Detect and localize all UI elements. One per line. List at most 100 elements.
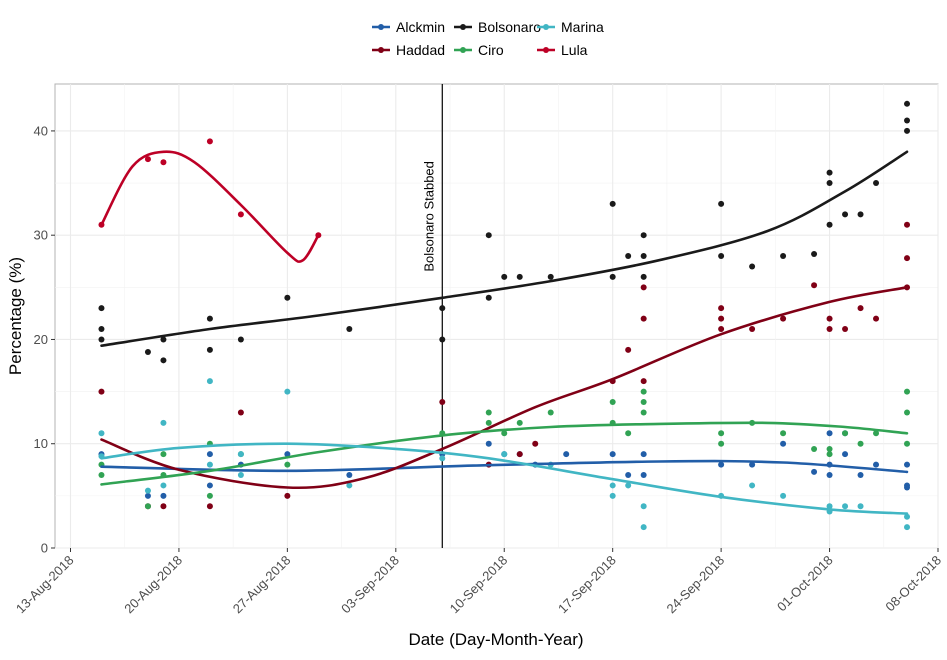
legend-item-marina: Marina bbox=[537, 19, 604, 35]
point-bolsonaro bbox=[609, 273, 616, 280]
legend-item-ciro: Ciro bbox=[454, 42, 504, 58]
plot-panel bbox=[54, 83, 939, 549]
point-marina bbox=[640, 524, 647, 531]
point-bolsonaro bbox=[144, 348, 151, 355]
point-lula bbox=[160, 159, 167, 166]
point-marina bbox=[826, 503, 833, 510]
point-ciro bbox=[857, 440, 864, 447]
point-lula bbox=[206, 138, 213, 145]
point-ciro bbox=[826, 451, 833, 458]
x-tick-label: 10-Sep-2018 bbox=[447, 553, 511, 617]
point-alckmin bbox=[284, 451, 291, 458]
point-ciro bbox=[160, 451, 167, 458]
point-ciro bbox=[547, 409, 554, 416]
point-bolsonaro bbox=[98, 305, 105, 312]
point-ciro bbox=[811, 445, 818, 452]
annotation: Bolsonaro Stabbed bbox=[421, 84, 443, 548]
y-tick-label: 40 bbox=[34, 123, 48, 138]
point-marina bbox=[904, 513, 911, 520]
point-marina bbox=[237, 472, 244, 479]
stab-date-label: Bolsonaro Stabbed bbox=[421, 161, 436, 272]
point-ciro bbox=[640, 388, 647, 395]
legend: Alckmin Haddad Bolsonaro Ciro Marina Lula bbox=[372, 19, 604, 58]
y-tick-label: 10 bbox=[34, 436, 48, 451]
point-marina bbox=[284, 388, 291, 395]
trend-ciro bbox=[100, 421, 909, 486]
x-tick-label: 24-Sep-2018 bbox=[663, 553, 727, 617]
point-ciro bbox=[485, 409, 492, 416]
point-marina bbox=[144, 487, 151, 494]
legend-label: Ciro bbox=[478, 42, 504, 58]
point-alckmin bbox=[826, 430, 833, 437]
point-bolsonaro bbox=[904, 100, 911, 107]
point-haddad bbox=[904, 221, 911, 228]
x-tick-label: 08-Oct-2018 bbox=[882, 553, 944, 615]
legend-key-dot bbox=[543, 24, 549, 30]
point-bolsonaro bbox=[857, 211, 864, 218]
point-bolsonaro bbox=[346, 326, 353, 333]
point-alckmin bbox=[873, 461, 880, 468]
point-haddad bbox=[640, 378, 647, 385]
point-haddad bbox=[160, 503, 167, 510]
trend-haddad bbox=[100, 286, 909, 490]
point-haddad bbox=[718, 305, 725, 312]
point-marina bbox=[609, 482, 616, 489]
point-ciro bbox=[780, 430, 787, 437]
point-bolsonaro bbox=[640, 232, 647, 239]
point-ciro bbox=[904, 440, 911, 447]
point-haddad bbox=[826, 315, 833, 322]
point-marina bbox=[439, 455, 446, 462]
point-alckmin bbox=[346, 472, 353, 479]
point-marina bbox=[640, 503, 647, 510]
point-ciro bbox=[609, 399, 616, 406]
legend-label: Marina bbox=[561, 19, 604, 35]
legend-label: Haddad bbox=[396, 42, 445, 58]
y-axis-title: Percentage (%) bbox=[6, 257, 25, 375]
point-marina bbox=[98, 430, 105, 437]
point-alckmin bbox=[842, 451, 849, 458]
point-bolsonaro bbox=[811, 250, 818, 257]
point-haddad bbox=[749, 326, 756, 333]
point-ciro bbox=[842, 430, 849, 437]
point-alckmin bbox=[206, 482, 213, 489]
point-ciro bbox=[718, 430, 725, 437]
x-axis-title: Date (Day-Month-Year) bbox=[408, 630, 583, 649]
point-ciro bbox=[640, 409, 647, 416]
point-haddad bbox=[718, 326, 725, 333]
legend-item-alckmin: Alckmin bbox=[372, 19, 445, 35]
point-bolsonaro bbox=[640, 253, 647, 260]
point-marina bbox=[609, 492, 616, 499]
point-alckmin bbox=[160, 492, 167, 499]
point-alckmin bbox=[904, 484, 911, 491]
point-haddad bbox=[857, 305, 864, 312]
point-ciro bbox=[144, 503, 151, 510]
point-bolsonaro bbox=[237, 336, 244, 343]
point-lula bbox=[237, 211, 244, 218]
point-marina bbox=[160, 482, 167, 489]
point-haddad bbox=[625, 346, 632, 353]
point-ciro bbox=[284, 461, 291, 468]
point-bolsonaro bbox=[206, 315, 213, 322]
point-alckmin bbox=[206, 451, 213, 458]
point-ciro bbox=[485, 419, 492, 426]
trend-lines bbox=[100, 150, 909, 515]
point-ciro bbox=[516, 419, 523, 426]
point-bolsonaro bbox=[206, 346, 213, 353]
point-alckmin bbox=[144, 492, 151, 499]
point-alckmin bbox=[904, 461, 911, 468]
x-tick-label: 27-Aug-2018 bbox=[230, 553, 294, 617]
x-tick-label: 20-Aug-2018 bbox=[121, 553, 185, 617]
point-marina bbox=[206, 378, 213, 385]
legend-item-lula: Lula bbox=[537, 42, 588, 58]
legend-key-dot bbox=[543, 47, 549, 53]
point-haddad bbox=[640, 284, 647, 291]
point-bolsonaro bbox=[516, 273, 523, 280]
point-haddad bbox=[284, 492, 291, 499]
point-haddad bbox=[206, 503, 213, 510]
legend-key-dot bbox=[378, 47, 384, 53]
y-tick-label: 20 bbox=[34, 332, 48, 347]
point-bolsonaro bbox=[609, 200, 616, 207]
point-bolsonaro bbox=[160, 336, 167, 343]
grid bbox=[55, 84, 939, 549]
